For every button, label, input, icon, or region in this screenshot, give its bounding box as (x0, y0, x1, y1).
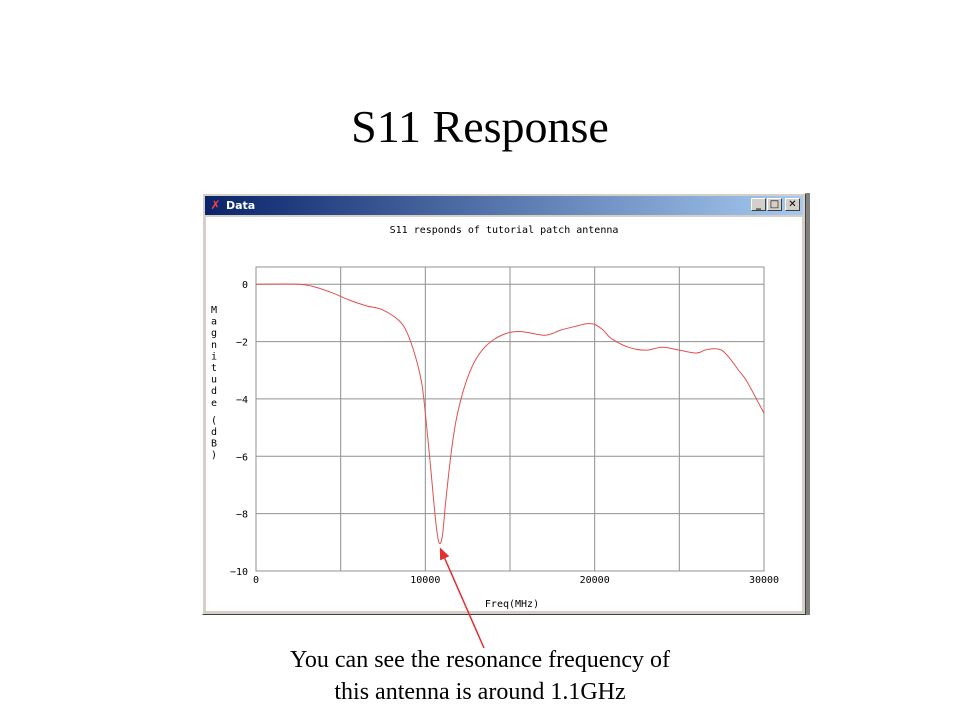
x-tick-label: 0 (253, 575, 259, 586)
app-logo-icon: ✗ (210, 198, 221, 212)
chart-ticks: 0 10000 20000 30000 0 −2 −4 −6 −8 −10 (230, 280, 779, 586)
x-axis-label: Freq(MHz) (485, 599, 539, 610)
y-axis-label-char: d (211, 427, 217, 438)
y-axis-label-char: e (211, 398, 217, 409)
caption-line-1: You can see the resonance frequency of (289, 647, 671, 673)
y-tick-label: −2 (236, 338, 248, 349)
caption-line-2: this antenna is around 1.1GHz (334, 679, 626, 705)
slide-caption: You can see the resonance frequency of t… (0, 644, 960, 708)
y-axis-label-char: i (211, 351, 217, 362)
data-window: ✗ Data _ □ ✕ S11 responds of tutorial pa… (202, 193, 806, 615)
y-axis-label-char: g (211, 328, 217, 339)
y-axis-label-char: t (211, 363, 217, 374)
y-axis-label-char: n (211, 340, 217, 351)
slide-title: S11 Response (351, 101, 609, 152)
y-tick-label: −6 (236, 452, 248, 463)
s11-chart: S11 responds of tutorial patch antenna 0… (211, 225, 779, 610)
y-tick-label: −4 (236, 395, 248, 406)
x-tick-label: 10000 (410, 575, 440, 586)
y-axis-label-char: a (211, 317, 217, 328)
x-tick-label: 30000 (749, 575, 779, 586)
y-axis-label-char: u (211, 375, 217, 386)
window-titlebar[interactable]: ✗ Data _ □ ✕ (205, 196, 803, 215)
x-tick-label: 20000 (580, 575, 610, 586)
window-title: Data (226, 199, 256, 212)
y-axis-label-char: ) (211, 450, 217, 461)
maximize-button[interactable]: □ (767, 198, 782, 211)
chart-series (255, 283, 765, 545)
close-button[interactable]: ✕ (785, 198, 800, 211)
y-axis-label-char: d (211, 386, 217, 397)
background-window-edge (806, 193, 810, 615)
y-tick-label: −10 (230, 567, 248, 578)
y-tick-label: −8 (236, 510, 248, 521)
plot-area: S11 responds of tutorial patch antenna 0… (206, 217, 802, 611)
chart-grid (255, 266, 765, 572)
y-axis-label-char: ( (211, 415, 217, 426)
y-axis-label-char: M (211, 305, 217, 316)
s11-curve (255, 283, 765, 545)
minimize-button[interactable]: _ (751, 198, 766, 211)
y-axis-label-char: B (211, 439, 217, 450)
chart-title: S11 responds of tutorial patch antenna (390, 225, 619, 236)
y-tick-label: 0 (242, 280, 248, 291)
